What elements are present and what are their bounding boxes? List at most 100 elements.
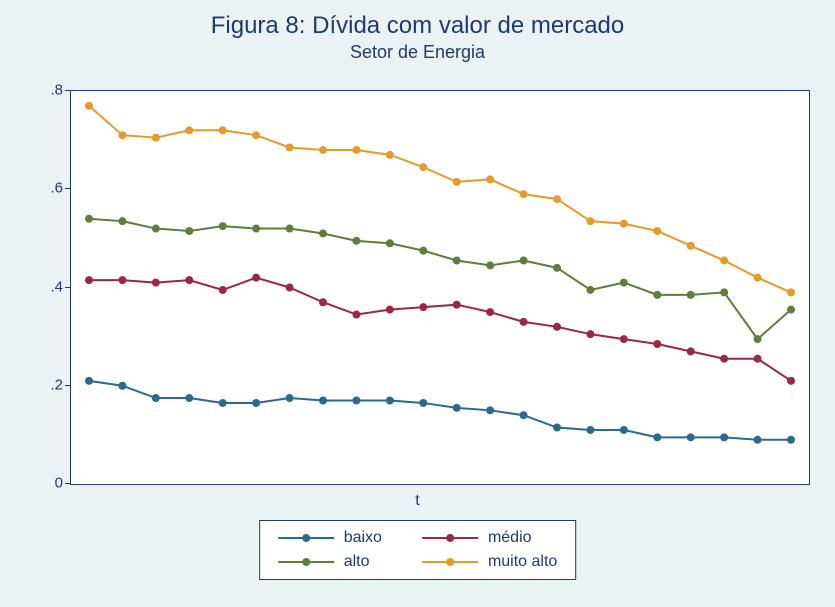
series-marker-muito alto [687,242,695,250]
legend-item-alto: alto [278,553,382,571]
series-marker-médio [720,355,728,363]
series-marker-alto [219,222,227,230]
legend-label: alto [344,553,370,571]
series-marker-alto [620,279,628,287]
series-marker-alto [85,215,93,223]
series-marker-baixo [687,433,695,441]
series-marker-muito alto [586,217,594,225]
y-tick-label: .8 [50,82,63,99]
series-marker-alto [252,225,260,233]
series-marker-baixo [185,394,193,402]
series-marker-muito alto [286,143,294,151]
series-marker-médio [586,330,594,338]
chart-container: Figura 8: Dívida com valor de mercado Se… [0,0,835,607]
series-marker-baixo [118,382,126,390]
series-marker-alto [687,291,695,299]
series-marker-alto [419,247,427,255]
series-marker-baixo [352,396,360,404]
chart-svg [71,91,809,484]
series-marker-baixo [586,426,594,434]
series-marker-alto [787,306,795,314]
series-marker-muito alto [419,163,427,171]
series-marker-muito alto [152,134,160,142]
series-marker-baixo [720,433,728,441]
series-marker-médio [453,301,461,309]
series-marker-baixo [453,404,461,412]
series-marker-baixo [152,394,160,402]
series-marker-médio [319,298,327,306]
chart-subtitle: Setor de Energia [0,40,835,63]
series-line-baixo [89,381,791,440]
chart-title: Figura 8: Dívida com valor de mercado [0,0,835,40]
series-marker-médio [252,274,260,282]
series-marker-muito alto [486,175,494,183]
y-tick-label: .6 [50,180,63,197]
series-marker-muito alto [219,126,227,134]
series-line-alto [89,219,791,339]
series-marker-baixo [553,424,561,432]
series-marker-médio [185,276,193,284]
plot-area [70,90,810,485]
series-marker-alto [386,239,394,247]
x-axis-label: t [0,492,835,510]
legend-label: baixo [344,529,382,547]
series-marker-médio [754,355,762,363]
series-marker-alto [586,286,594,294]
series-marker-alto [286,225,294,233]
legend-item-muito alto: muito alto [422,553,557,571]
series-marker-muito alto [85,102,93,110]
series-marker-alto [486,261,494,269]
series-marker-baixo [386,396,394,404]
series-marker-baixo [419,399,427,407]
series-marker-muito alto [787,288,795,296]
series-marker-muito alto [520,190,528,198]
series-marker-baixo [653,433,661,441]
legend-swatch [278,555,334,569]
series-marker-alto [319,229,327,237]
series-marker-alto [553,264,561,272]
series-marker-muito alto [620,220,628,228]
series-marker-alto [118,217,126,225]
series-marker-médio [553,323,561,331]
legend-label: médio [488,529,532,547]
series-marker-médio [486,308,494,316]
series-marker-alto [453,256,461,264]
series-marker-muito alto [185,126,193,134]
series-marker-baixo [520,411,528,419]
series-marker-baixo [219,399,227,407]
series-marker-médio [419,303,427,311]
series-marker-médio [352,311,360,319]
series-marker-médio [653,340,661,348]
series-marker-médio [286,284,294,292]
legend-label: muito alto [488,553,557,571]
series-marker-muito alto [653,227,661,235]
legend-swatch [422,531,478,545]
series-line-muito alto [89,106,791,293]
y-tick-label: .4 [50,278,63,295]
series-marker-médio [620,335,628,343]
series-marker-alto [185,227,193,235]
legend-item-baixo: baixo [278,529,382,547]
series-marker-baixo [787,436,795,444]
series-marker-médio [520,318,528,326]
series-marker-muito alto [118,131,126,139]
series-marker-baixo [620,426,628,434]
series-marker-médio [687,347,695,355]
series-marker-médio [787,377,795,385]
series-marker-alto [520,256,528,264]
series-marker-alto [352,237,360,245]
series-marker-baixo [286,394,294,402]
series-marker-baixo [319,396,327,404]
series-marker-baixo [486,406,494,414]
series-marker-alto [653,291,661,299]
series-marker-alto [152,225,160,233]
series-marker-médio [386,306,394,314]
series-marker-muito alto [453,178,461,186]
legend-item-médio: médio [422,529,557,547]
series-marker-muito alto [720,256,728,264]
series-marker-alto [754,335,762,343]
series-marker-médio [118,276,126,284]
series-marker-muito alto [386,151,394,159]
series-marker-médio [152,279,160,287]
legend-swatch [278,531,334,545]
